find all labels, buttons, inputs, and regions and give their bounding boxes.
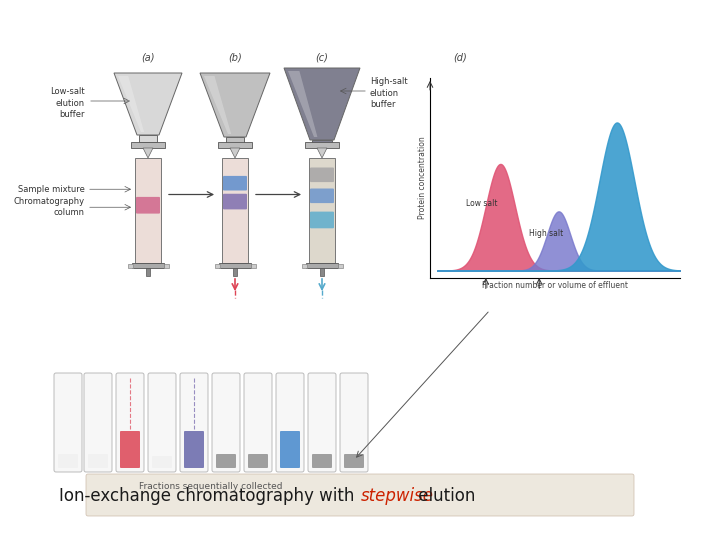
Bar <box>219 263 251 268</box>
FancyBboxPatch shape <box>280 431 300 468</box>
Text: (c): (c) <box>315 53 328 63</box>
FancyBboxPatch shape <box>88 454 108 468</box>
Text: (d): (d) <box>453 53 467 63</box>
Text: High salt: High salt <box>529 229 564 238</box>
Bar <box>218 142 252 148</box>
FancyBboxPatch shape <box>184 431 204 468</box>
FancyBboxPatch shape <box>223 176 247 191</box>
FancyBboxPatch shape <box>86 474 634 516</box>
Bar <box>132 263 164 268</box>
Polygon shape <box>143 148 153 158</box>
Bar <box>309 158 335 263</box>
Y-axis label: Protein concentration: Protein concentration <box>418 137 427 219</box>
FancyBboxPatch shape <box>223 194 247 210</box>
FancyBboxPatch shape <box>152 456 172 468</box>
FancyBboxPatch shape <box>312 454 332 468</box>
Polygon shape <box>118 76 144 132</box>
Bar <box>320 268 324 276</box>
Bar <box>146 268 150 276</box>
FancyBboxPatch shape <box>54 373 82 472</box>
Bar <box>226 137 244 144</box>
FancyBboxPatch shape <box>244 373 272 472</box>
Text: elution: elution <box>413 487 475 505</box>
FancyBboxPatch shape <box>58 454 78 468</box>
Bar <box>222 158 248 263</box>
Polygon shape <box>284 68 360 140</box>
Polygon shape <box>200 73 270 137</box>
Text: High-salt
elution
buffer: High-salt elution buffer <box>370 77 408 109</box>
FancyBboxPatch shape <box>120 431 140 468</box>
FancyBboxPatch shape <box>180 373 208 472</box>
Polygon shape <box>288 71 318 137</box>
FancyBboxPatch shape <box>136 197 160 214</box>
Text: Fractions sequentially collected: Fractions sequentially collected <box>139 482 283 491</box>
FancyBboxPatch shape <box>308 373 336 472</box>
Polygon shape <box>204 76 231 134</box>
FancyBboxPatch shape <box>248 454 268 468</box>
FancyBboxPatch shape <box>276 373 304 472</box>
Bar <box>251 264 256 268</box>
FancyBboxPatch shape <box>116 373 144 472</box>
FancyBboxPatch shape <box>84 373 112 472</box>
Text: Low salt: Low salt <box>467 199 498 208</box>
FancyBboxPatch shape <box>310 167 334 182</box>
Polygon shape <box>317 148 327 158</box>
Text: (a): (a) <box>141 53 155 63</box>
Bar <box>135 158 161 263</box>
FancyBboxPatch shape <box>148 373 176 472</box>
Bar <box>338 264 343 268</box>
FancyBboxPatch shape <box>340 373 368 472</box>
FancyBboxPatch shape <box>212 373 240 472</box>
Text: Low-salt
elution
buffer: Low-salt elution buffer <box>50 87 85 119</box>
Bar <box>305 142 339 148</box>
Bar <box>131 142 165 148</box>
X-axis label: Fraction number or volume of effluent: Fraction number or volume of effluent <box>482 281 628 290</box>
FancyBboxPatch shape <box>216 454 236 468</box>
Bar <box>312 140 332 147</box>
Polygon shape <box>230 148 240 158</box>
Bar <box>302 264 307 268</box>
Bar <box>215 264 220 268</box>
Text: Chromatography
column: Chromatography column <box>14 197 85 217</box>
Bar <box>139 135 157 142</box>
Text: (b): (b) <box>228 53 242 63</box>
FancyBboxPatch shape <box>310 212 334 228</box>
FancyBboxPatch shape <box>310 188 334 203</box>
Text: stepwise: stepwise <box>361 487 434 505</box>
Bar <box>164 264 169 268</box>
FancyBboxPatch shape <box>344 454 364 468</box>
Polygon shape <box>114 73 182 135</box>
Text: Ion-exchange chromatography with: Ion-exchange chromatography with <box>59 487 360 505</box>
Bar <box>306 263 338 268</box>
Bar <box>233 268 237 276</box>
Bar <box>128 264 133 268</box>
Text: Sample mixture: Sample mixture <box>18 185 85 194</box>
